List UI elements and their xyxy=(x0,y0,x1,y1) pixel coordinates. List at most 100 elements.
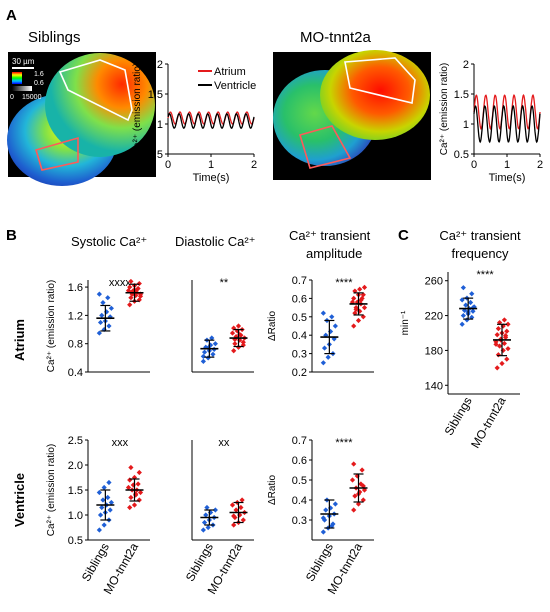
group-label-1: MO-tnnt2a xyxy=(468,394,509,450)
data-point-mo-tnnt2a xyxy=(127,284,133,290)
data-point-mo-tnnt2a xyxy=(232,336,238,343)
y-tick-label: 2 xyxy=(463,59,469,71)
data-point-siblings xyxy=(200,527,206,533)
data-point-mo-tnnt2a xyxy=(351,295,357,301)
data-point-mo-tnnt2a xyxy=(232,341,238,347)
data-point-mo-tnnt2a xyxy=(504,356,510,362)
data-point-siblings xyxy=(96,330,102,336)
data-point-mo-tnnt2a xyxy=(361,284,368,290)
data-point-siblings xyxy=(204,504,210,511)
data-point-siblings xyxy=(459,297,465,303)
y-tick-label: 1.2 xyxy=(68,310,83,322)
data-point-mo-tnnt2a xyxy=(499,360,505,367)
y-axis-label: ΔRatio xyxy=(267,475,278,505)
frequency-title-2: frequency xyxy=(451,246,509,261)
data-point-mo-tnnt2a xyxy=(504,328,510,334)
data-point-siblings xyxy=(97,512,104,518)
trace-line-atrium xyxy=(167,111,255,125)
atrium-roi xyxy=(58,59,133,122)
data-point-mo-tnnt2a xyxy=(130,482,136,488)
data-point-siblings xyxy=(212,341,218,347)
y-axis-label: min⁻¹ xyxy=(400,310,411,335)
data-point-siblings xyxy=(96,489,102,496)
data-point-siblings xyxy=(106,323,112,329)
data-point-siblings xyxy=(107,507,113,513)
y-tick-label: 140 xyxy=(425,380,443,392)
data-point-siblings xyxy=(108,499,114,506)
data-point-mo-tnnt2a xyxy=(498,336,504,342)
data-point-mo-tnnt2a xyxy=(503,333,509,339)
mo-heart-image xyxy=(273,50,431,180)
colorbar xyxy=(12,72,22,84)
panel-label-a: A xyxy=(6,7,17,24)
data-point-siblings xyxy=(212,507,218,513)
data-point-siblings xyxy=(210,351,216,357)
data-point-mo-tnnt2a xyxy=(240,517,246,523)
data-point-mo-tnnt2a xyxy=(349,477,356,483)
data-point-siblings xyxy=(105,494,111,501)
data-point-mo-tnnt2a xyxy=(136,469,142,476)
x-tick-label: 0 xyxy=(165,159,171,171)
data-point-mo-tnnt2a xyxy=(231,513,237,519)
data-point-mo-tnnt2a xyxy=(352,493,358,499)
amplitude-title-2: amplitude xyxy=(306,246,362,261)
y-tick-label: 0.5 xyxy=(68,535,83,547)
y-tick-label: 0.8 xyxy=(68,339,83,351)
data-point-siblings xyxy=(329,314,335,320)
y-tick-label: 1 xyxy=(463,119,469,131)
y-tick-label: 260 xyxy=(425,276,443,288)
data-point-siblings xyxy=(103,309,110,315)
data-point-siblings xyxy=(329,523,335,529)
y-tick-label: 0.6 xyxy=(292,455,307,467)
y-tick-label: 0.4 xyxy=(292,495,307,507)
data-point-mo-tnnt2a xyxy=(240,342,246,348)
data-point-siblings xyxy=(464,317,470,323)
ventricle-roi xyxy=(35,136,79,171)
y-tick-label: 0.5 xyxy=(292,475,307,487)
data-point-siblings xyxy=(460,285,466,291)
trace-line-ventricle xyxy=(167,112,255,130)
atrium-diastolic-plot: ** xyxy=(191,277,254,373)
data-point-siblings xyxy=(332,501,338,507)
data-point-mo-tnnt2a xyxy=(128,494,134,501)
data-point-mo-tnnt2a xyxy=(494,365,500,371)
group-label-0: Siblings xyxy=(442,395,475,438)
y-tick-label: 220 xyxy=(425,311,443,323)
data-point-mo-tnnt2a xyxy=(501,317,507,323)
data-point-mo-tnnt2a xyxy=(497,343,503,349)
data-point-siblings xyxy=(100,497,106,503)
y-tick-label: 0.4 xyxy=(68,367,83,379)
y-axis-label: Ca²⁺ (emission ratio) xyxy=(132,63,143,156)
y-tick-label: 1.5 xyxy=(68,485,83,497)
data-point-siblings xyxy=(205,524,211,531)
data-point-mo-tnnt2a xyxy=(352,288,358,294)
data-point-mo-tnnt2a xyxy=(495,326,501,332)
y-tick-label: 2.5 xyxy=(68,435,83,447)
data-point-mo-tnnt2a xyxy=(505,346,511,352)
x-tick-label: 1 xyxy=(504,159,510,171)
data-point-mo-tnnt2a xyxy=(358,297,364,303)
data-point-siblings xyxy=(320,360,326,366)
y-tick-label: 0.5 xyxy=(292,312,307,324)
data-point-mo-tnnt2a xyxy=(125,288,132,294)
data-point-siblings xyxy=(332,323,338,329)
y-tick-label: 0.5 xyxy=(454,149,469,161)
atrium-amplitude-plot: 0.2 0.3 0.4 0.5 0.6 0.7 ΔRatio **** xyxy=(267,275,374,379)
data-point-siblings xyxy=(207,342,214,348)
data-point-mo-tnnt2a xyxy=(353,306,359,313)
data-point-siblings xyxy=(99,312,105,318)
data-point-siblings xyxy=(327,505,334,511)
data-point-mo-tnnt2a xyxy=(233,334,239,340)
data-point-siblings xyxy=(108,305,114,311)
data-point-mo-tnnt2a xyxy=(240,339,246,345)
data-point-siblings xyxy=(101,522,107,528)
y-tick-label: 0.3 xyxy=(292,349,307,361)
data-point-mo-tnnt2a xyxy=(360,497,366,503)
data-point-siblings xyxy=(330,521,336,527)
data-point-siblings xyxy=(463,302,469,308)
data-point-siblings xyxy=(207,509,214,516)
significance-marker: xx xyxy=(218,437,230,449)
significance-marker: **** xyxy=(335,277,353,289)
data-point-siblings xyxy=(470,308,476,314)
frequency-title-1: Ca²⁺ transient xyxy=(439,228,521,243)
